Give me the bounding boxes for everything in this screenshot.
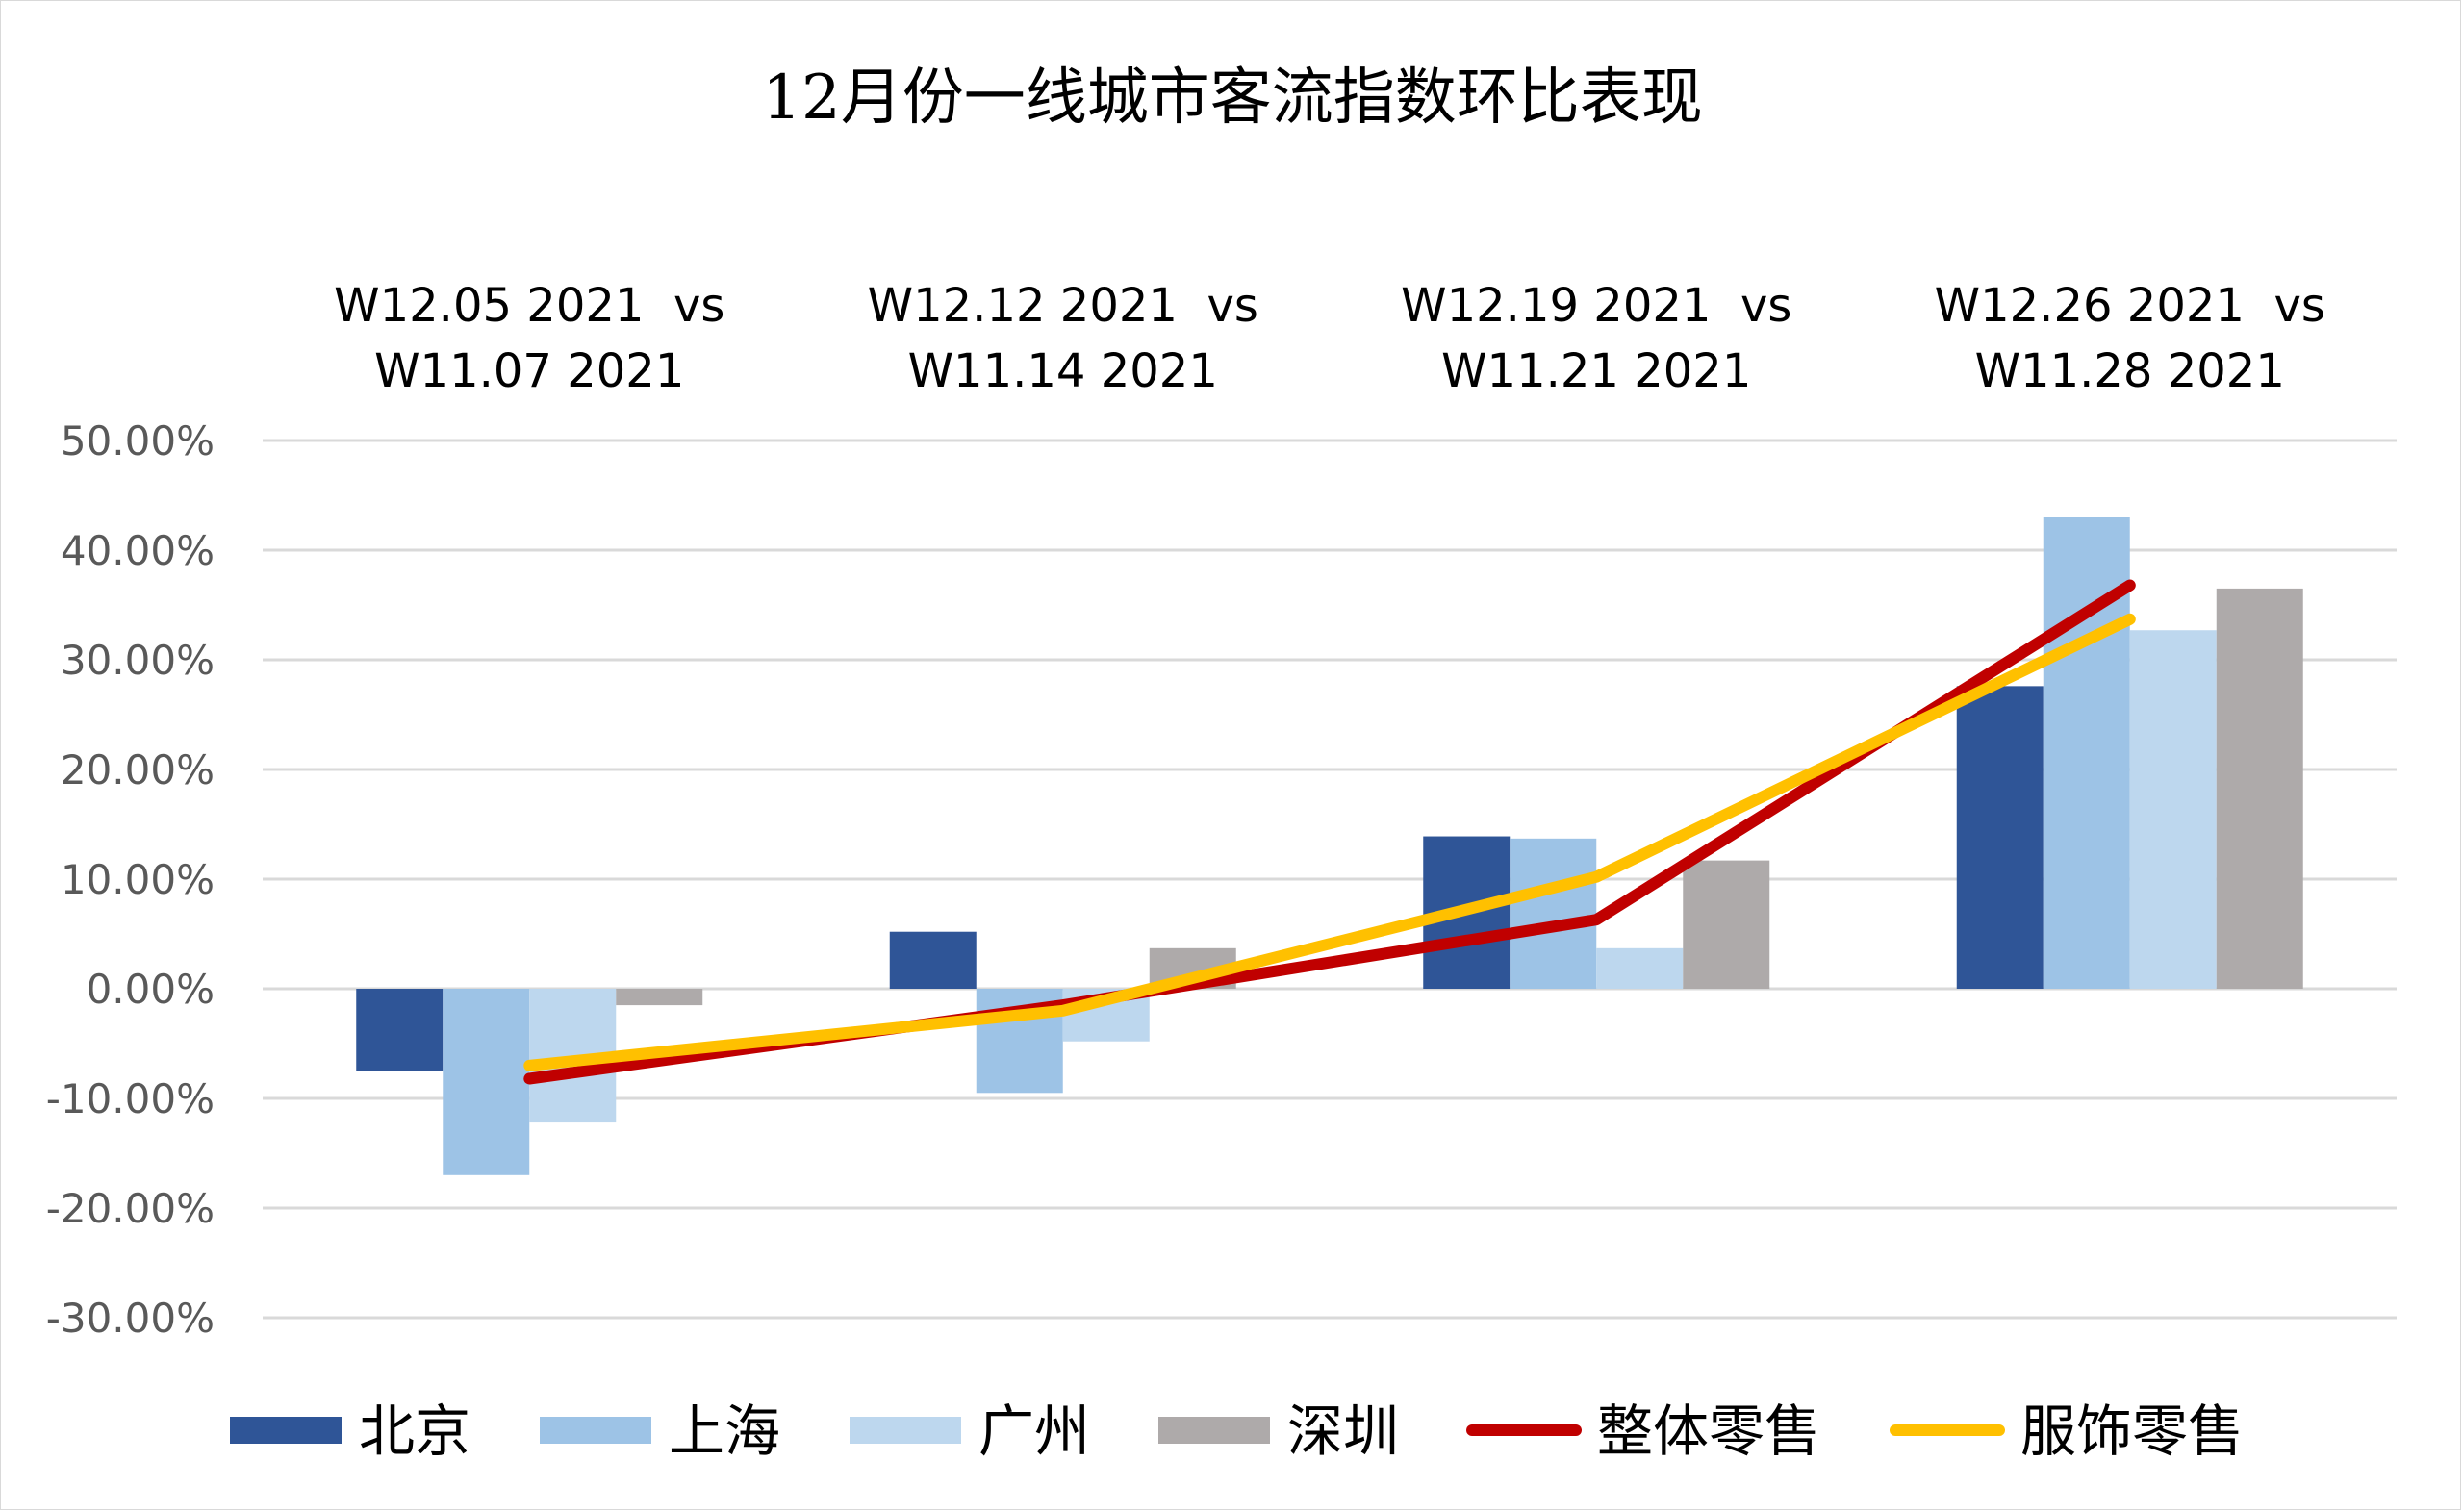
y-tick-label: 50.00% xyxy=(61,417,215,465)
bar-series xyxy=(356,517,2303,1175)
chart-title: 12月份一线城市客流指数环比表现 xyxy=(762,63,1702,134)
y-tick-label: -20.00% xyxy=(46,1185,215,1232)
bar xyxy=(1510,838,1597,989)
bar xyxy=(1596,947,1684,989)
legend-swatch xyxy=(230,1417,342,1444)
y-tick-label: 10.00% xyxy=(61,856,215,903)
y-tick-label: 30.00% xyxy=(61,637,215,684)
bar xyxy=(356,989,444,1071)
y-tick-label: 0.00% xyxy=(87,966,215,1013)
category-label: W11.21 2021 xyxy=(1441,344,1751,398)
bar xyxy=(1683,860,1770,989)
legend-swatch xyxy=(1158,1417,1270,1444)
category-label: W12.26 2021 vs xyxy=(1935,279,2325,333)
bar xyxy=(616,989,703,1006)
legend-label: 广州 xyxy=(978,1399,1090,1464)
legend-label: 整体零售 xyxy=(1597,1399,1820,1464)
y-axis-ticks: 50.00% 40.00% 30.00% 20.00% 10.00% 0.00% -10.0… xyxy=(46,417,215,1342)
bar xyxy=(2216,588,2303,989)
legend-label: 深圳 xyxy=(1287,1399,1399,1464)
legend: 北京 上海 广州 深圳 整体零售 服饰零售 xyxy=(230,1399,2244,1464)
series-line xyxy=(523,613,2136,1071)
category-label: W11.28 2021 xyxy=(1975,344,2285,398)
category-label: W12.19 2021 vs xyxy=(1401,279,1791,333)
category-labels: W12.05 2021 vs W11.07 2021 W12.12 2021 vs W… xyxy=(334,279,2325,398)
y-tick-label: 20.00% xyxy=(61,746,215,794)
category-label: W12.12 2021 vs xyxy=(868,279,1258,333)
legend-swatch xyxy=(850,1417,961,1444)
bar xyxy=(2129,630,2217,989)
y-tick-label: -30.00% xyxy=(46,1295,215,1342)
legend-label: 服饰零售 xyxy=(2020,1399,2244,1464)
category-label: W12.05 2021 vs xyxy=(334,279,724,333)
y-tick-label: -10.00% xyxy=(46,1075,215,1122)
legend-label: 上海 xyxy=(669,1399,780,1464)
bar xyxy=(443,989,530,1175)
bar xyxy=(889,931,977,989)
legend-swatch xyxy=(540,1417,651,1444)
legend-label: 北京 xyxy=(359,1399,470,1464)
y-tick-label: 40.00% xyxy=(61,527,215,574)
category-label: W11.07 2021 xyxy=(374,344,684,398)
line-series xyxy=(523,579,2136,1085)
bar xyxy=(1956,686,2044,989)
category-label: W11.14 2021 xyxy=(908,344,1218,398)
